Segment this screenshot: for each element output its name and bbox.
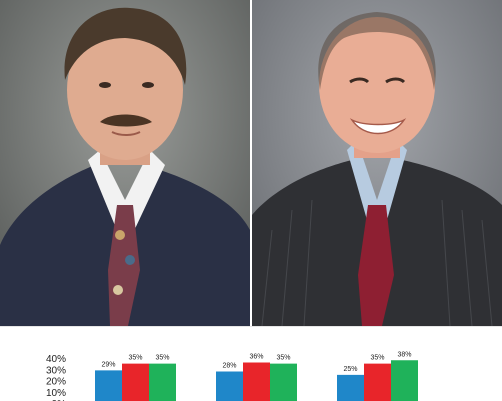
data-label: 38% <box>397 351 411 358</box>
y-tick-label: 30% <box>46 365 66 376</box>
data-label: 25% <box>343 366 357 373</box>
data-label: 29% <box>101 361 115 368</box>
bar <box>243 363 270 401</box>
data-label: 35% <box>128 355 142 362</box>
chart-panel: 40%30%20%10%0%29%28%25%35%36%35%35%35%38… <box>0 326 502 401</box>
bar <box>364 364 391 401</box>
bar <box>95 370 122 401</box>
data-label: 36% <box>249 354 263 361</box>
y-tick-label: 40% <box>46 354 66 365</box>
portrait-right-illustration <box>252 0 502 326</box>
bar <box>337 375 364 401</box>
bar <box>216 372 243 401</box>
y-tick-label: 10% <box>46 388 66 399</box>
bar-chart: 40%30%20%10%0%29%28%25%35%36%35%35%35%38… <box>0 327 502 401</box>
data-label: 35% <box>155 355 169 362</box>
bar <box>270 364 297 401</box>
portrait-left-illustration <box>0 0 250 326</box>
photo-right-portrait <box>252 0 502 326</box>
bar <box>122 364 149 401</box>
data-label: 28% <box>222 363 236 370</box>
bar <box>149 364 176 401</box>
bar <box>391 360 418 401</box>
y-tick-label: 20% <box>46 377 66 388</box>
data-label: 35% <box>370 355 384 362</box>
data-label: 35% <box>276 355 290 362</box>
photo-left-portrait <box>0 0 250 326</box>
